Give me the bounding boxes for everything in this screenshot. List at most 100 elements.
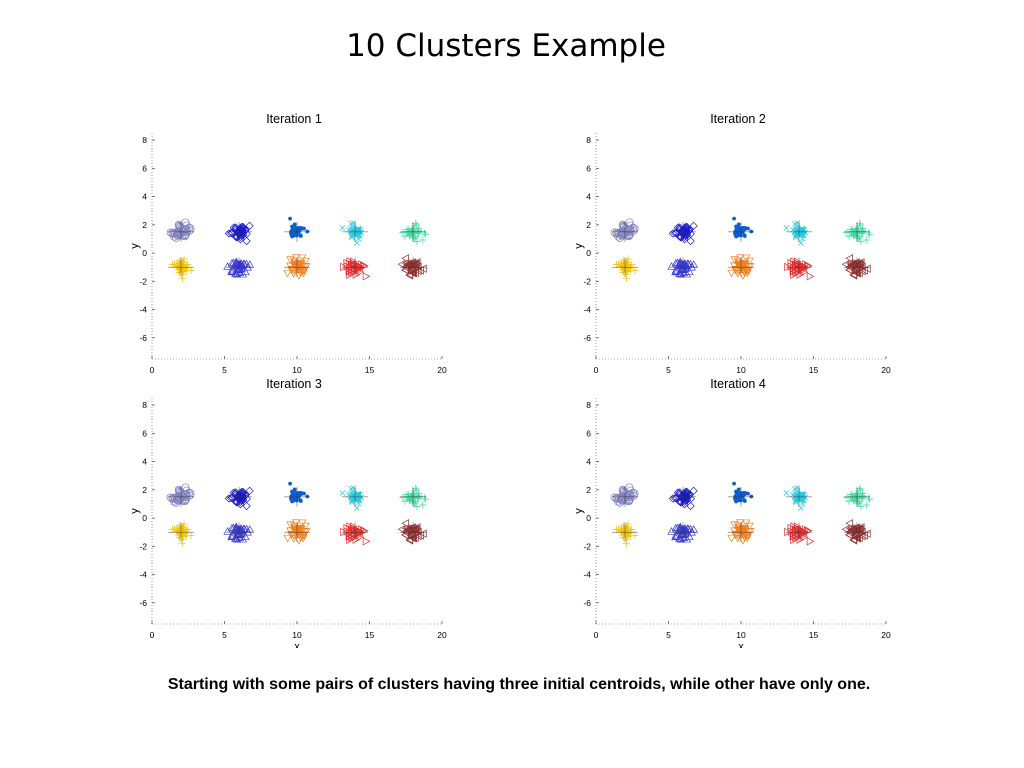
data-point	[730, 521, 739, 529]
data-point	[349, 234, 355, 241]
y-tick-label: 0	[586, 248, 591, 258]
y-tick-label: 4	[586, 457, 591, 467]
data-point	[294, 498, 299, 503]
cluster-3	[728, 481, 754, 507]
cluster-7	[223, 522, 254, 543]
data-point	[681, 227, 691, 236]
y-axis-label: y	[573, 243, 585, 249]
data-point	[171, 494, 180, 503]
data-point	[227, 258, 237, 267]
cluster-2	[224, 486, 254, 511]
data-point	[673, 258, 682, 266]
data-point	[305, 229, 310, 234]
scatter-plot: Iteration 4 -6 -4 -2 0 2 4 6 8 0 5 10 15 20 y x	[573, 377, 891, 648]
data-point	[224, 494, 233, 503]
data-point	[238, 487, 248, 497]
data-point	[794, 259, 802, 269]
data-point	[298, 234, 303, 238]
x-tick-label: 20	[881, 630, 891, 640]
data-point	[857, 221, 865, 229]
x-tick-label: 20	[881, 365, 891, 375]
data-point	[237, 495, 246, 505]
slide-caption: Starting with some pairs of clusters hav…	[167, 676, 871, 693]
data-point	[413, 221, 421, 229]
data-point	[408, 264, 417, 273]
data-point	[233, 498, 242, 507]
data-point	[345, 531, 354, 541]
data-point	[682, 534, 692, 543]
data-point	[413, 237, 421, 246]
data-point	[857, 266, 866, 276]
data-point	[231, 533, 241, 542]
data-point	[298, 492, 303, 497]
centroid-marker	[168, 221, 194, 242]
data-point	[858, 229, 866, 237]
data-point	[237, 230, 246, 240]
centroid-marker	[400, 522, 426, 543]
data-point	[733, 270, 742, 278]
data-point	[852, 264, 861, 273]
data-point	[845, 232, 853, 240]
y-tick-label: 2	[586, 485, 591, 495]
data-point	[412, 484, 420, 493]
chart-title: Iteration 2	[710, 112, 766, 126]
data-point	[242, 501, 251, 511]
data-point	[408, 533, 416, 542]
data-point	[849, 229, 857, 237]
data-point	[178, 274, 186, 282]
data-point	[857, 486, 865, 494]
data-point	[339, 490, 346, 496]
data-point	[629, 491, 638, 500]
x-tick-label: 10	[292, 365, 302, 375]
centroid-marker	[844, 522, 870, 543]
data-point	[298, 254, 307, 263]
data-point	[286, 521, 295, 529]
data-point	[348, 220, 354, 227]
data-point	[237, 227, 247, 236]
data-point	[283, 534, 292, 543]
data-point	[180, 255, 188, 263]
data-point	[228, 493, 237, 502]
data-point	[348, 485, 354, 492]
data-point	[291, 491, 296, 496]
data-point	[227, 523, 237, 532]
data-point	[806, 272, 815, 281]
centroid-marker	[284, 522, 310, 543]
data-point	[233, 530, 243, 538]
data-point	[749, 494, 754, 499]
data-point	[401, 254, 409, 263]
centroid-marker	[612, 486, 638, 507]
cluster-1	[610, 483, 639, 507]
cluster-5	[843, 219, 874, 246]
chart-iteration-2: Iteration 2 -6 -4 -2 0 2 4 6 8 0 5 10 15 20 y	[564, 108, 894, 383]
data-point	[399, 229, 407, 237]
cluster-8	[727, 254, 755, 280]
y-tick-label: -4	[139, 570, 147, 580]
x-axis-label: x	[294, 641, 300, 648]
data-point	[414, 494, 422, 502]
data-point	[681, 495, 690, 505]
data-point	[227, 532, 236, 541]
y-tick-label: 4	[586, 192, 591, 202]
data-point	[796, 535, 805, 544]
data-point	[682, 228, 691, 237]
centroid-marker	[670, 257, 696, 278]
data-point	[343, 258, 352, 268]
cluster-7	[223, 257, 254, 278]
centroid-marker	[168, 522, 194, 543]
data-point	[686, 501, 695, 511]
data-point	[237, 492, 247, 501]
cluster-6	[168, 255, 195, 282]
y-tick-label: -6	[139, 598, 147, 608]
chart-title: Iteration 3	[266, 377, 322, 391]
data-point	[185, 491, 194, 500]
data-point	[345, 266, 354, 276]
data-point	[682, 493, 691, 502]
centroid-marker	[342, 257, 368, 278]
cluster-10	[841, 254, 871, 280]
data-point	[625, 264, 633, 273]
data-point	[245, 486, 254, 495]
data-point	[675, 226, 684, 235]
centroid-marker	[284, 221, 310, 242]
y-tick-label: 2	[142, 485, 147, 495]
